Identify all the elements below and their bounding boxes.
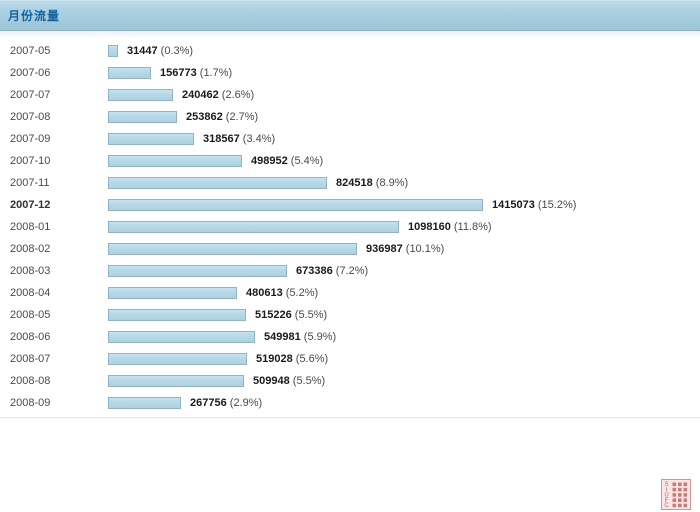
header-fade: [0, 31, 700, 39]
page-title: 月份流量: [8, 9, 61, 23]
chart-row: 2008-01 1098160 (11.8%): [0, 216, 700, 238]
content-bottom-divider: [0, 417, 700, 418]
bar: [108, 243, 357, 255]
category-label: 2007-05: [10, 45, 51, 57]
category-label: 2007-11: [10, 177, 50, 189]
bar: [108, 375, 244, 387]
chart-row: 2008-09 267756 (2.9%): [0, 392, 700, 414]
bar: [108, 133, 194, 145]
chart-row: 2007-08 253862 (2.7%): [0, 106, 700, 128]
bar: [108, 111, 177, 123]
bar: [108, 331, 255, 343]
category-label: 2007-08: [10, 111, 51, 123]
category-label: 2008-06: [10, 331, 51, 343]
category-label: 2007-09: [10, 133, 51, 145]
chart-row: 2007-11 824518 (8.9%): [0, 172, 700, 194]
value-label: 549981 (5.9%): [264, 331, 337, 343]
chart-row: 2008-07 519028 (5.6%): [0, 348, 700, 370]
category-label: 2007-10: [10, 155, 51, 167]
value-label: 498952 (5.4%): [251, 155, 324, 167]
category-label: 2008-09: [10, 397, 51, 409]
bar: [108, 155, 242, 167]
chart-row: 2008-08 509948 (5.5%): [0, 370, 700, 392]
bar: [108, 353, 247, 365]
chart-rows: 2007-05 31447 (0.3%) 2007-06 156773 (1.7%) 2…: [0, 39, 700, 414]
chart-row: 2007-05 31447 (0.3%): [0, 40, 700, 62]
category-label: 2008-05: [10, 309, 51, 321]
bar: [108, 265, 287, 277]
value-label: 515226 (5.5%): [255, 309, 328, 321]
value-label: 31447 (0.3%): [127, 45, 194, 57]
chart-row: 2008-02 936987 (10.1%): [0, 238, 700, 260]
chart-row: 2007-06 156773 (1.7%): [0, 62, 700, 84]
value-label: 1415073 (15.2%): [492, 199, 577, 211]
value-label: 936987 (10.1%): [366, 243, 445, 255]
bar: [108, 309, 246, 321]
value-label: 318567 (3.4%): [203, 133, 276, 145]
category-label: 2007-12: [10, 199, 51, 211]
bar: [108, 177, 327, 189]
value-label: 240462 (2.6%): [182, 89, 255, 101]
value-label: 509948 (5.5%): [253, 375, 326, 387]
chart-row: 2007-10 498952 (5.4%): [0, 150, 700, 172]
chart-row: 2007-09 318567 (3.4%): [0, 128, 700, 150]
value-label: 156773 (1.7%): [160, 67, 233, 79]
category-label: 2008-07: [10, 353, 51, 365]
value-label: 267756 (2.9%): [190, 397, 263, 409]
value-label: 480613 (5.2%): [246, 287, 319, 299]
chart-row: 2008-06 549981 (5.9%): [0, 326, 700, 348]
bar: [108, 199, 483, 211]
chart-row: 2007-12 1415073 (15.2%): [0, 194, 700, 216]
header-bar: 月份流量: [0, 0, 700, 31]
category-label: 2008-04: [10, 287, 51, 299]
bar: [108, 221, 399, 233]
category-label: 2007-07: [10, 89, 51, 101]
category-label: 2008-03: [10, 265, 51, 277]
bar: [108, 397, 181, 409]
category-label: 2008-02: [10, 243, 51, 255]
chart-row: 2008-04 480613 (5.2%): [0, 282, 700, 304]
bar: [108, 67, 151, 79]
bar: [108, 45, 118, 57]
value-label: 824518 (8.9%): [336, 177, 409, 189]
bar: [108, 89, 173, 101]
chart-row: 2008-03 673386 (7.2%): [0, 260, 700, 282]
chart-row: 2007-07 240462 (2.6%): [0, 84, 700, 106]
category-label: 2008-01: [10, 221, 51, 233]
value-label: 673386 (7.2%): [296, 265, 369, 277]
value-label: 253862 (2.7%): [186, 111, 259, 123]
value-label: 519028 (5.6%): [256, 353, 329, 365]
value-label: 1098160 (11.8%): [408, 221, 492, 233]
bar: [108, 287, 237, 299]
category-label: 2007-06: [10, 67, 51, 79]
category-label: 2008-08: [10, 375, 51, 387]
chart-row: 2008-05 515226 (5.5%): [0, 304, 700, 326]
